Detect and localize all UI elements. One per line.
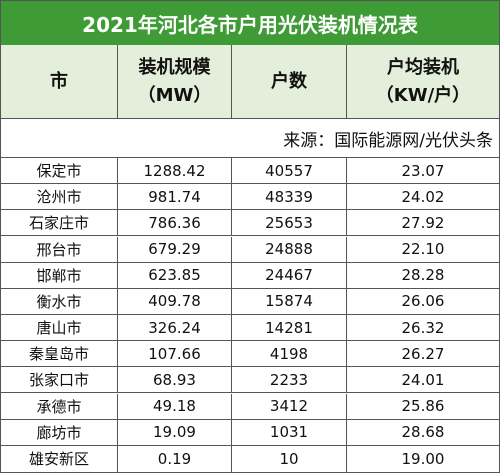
value-cell: 48339: [232, 184, 347, 211]
header-text: （KW/户）: [375, 84, 471, 106]
value-cell: 25653: [232, 210, 347, 237]
value-cell: 107.66: [118, 341, 232, 368]
header-text: 市: [50, 70, 68, 92]
header-text: 户数: [271, 70, 307, 92]
city-cell: 唐山市: [1, 315, 118, 342]
value-cell: 24467: [232, 262, 347, 289]
city-cell: 承德市: [1, 393, 118, 420]
value-cell: 623.85: [118, 262, 232, 289]
value-cell: 3412: [232, 393, 347, 420]
value-cell: 14281: [232, 315, 347, 342]
city-cell: 沧州市: [1, 184, 118, 211]
value-cell: 49.18: [118, 393, 232, 420]
city-cell: 衡水市: [1, 288, 118, 315]
value-cell: 0.19: [118, 445, 232, 472]
header-cell: 装机规模 （MW）: [118, 45, 232, 119]
value-cell: 19.09: [118, 419, 232, 446]
city-cell: 雄安新区: [1, 445, 118, 472]
city-cell: 石家庄市: [1, 210, 118, 237]
value-cell: 19.00: [401, 449, 445, 468]
value-cell: 24888: [232, 236, 347, 263]
value-cell: 26.32: [347, 315, 499, 342]
table-title: 2021年河北各市户用光伏装机情况表: [1, 1, 499, 46]
header-text: 装机规模: [138, 56, 211, 78]
city-cell: 张家口市: [1, 367, 118, 394]
source-note: 来源：国际能源网/光伏头条: [1, 119, 499, 158]
value-cell: 40557: [232, 158, 347, 185]
value-cell: 2233: [232, 367, 347, 394]
value-cell: 1031: [232, 419, 347, 446]
header-text: （MW）: [137, 84, 212, 106]
value-cell: 28.28: [347, 263, 499, 289]
value-cell: 786.36: [118, 210, 232, 237]
value-cell: 25.86: [347, 394, 499, 420]
city-cell: 邢台市: [1, 236, 118, 263]
header-cell: 市: [1, 45, 118, 119]
value-cell: 326.24: [118, 315, 232, 342]
header-cell: 户数: [232, 45, 347, 119]
header-text: 户均装机: [387, 56, 459, 78]
header-cell: 户均装机 （KW/户）: [347, 45, 499, 119]
value-cell: 1288.42: [118, 158, 232, 185]
city-cell: 保定市: [1, 158, 118, 185]
value-cell: 679.29: [118, 236, 232, 263]
value-cell: 24.02: [347, 184, 499, 211]
value-cell: 22.10: [347, 237, 499, 263]
value-cell: 24.01: [347, 367, 499, 394]
value-cell: 15874: [232, 288, 347, 315]
value-cell: 68.93: [118, 367, 232, 394]
city-cell: 廊坊市: [1, 419, 118, 446]
value-cell: 981.74: [118, 184, 232, 211]
value-cell: 26.06: [347, 289, 499, 315]
value-cell: 23.07: [347, 158, 499, 185]
value-cell: 27.92: [347, 210, 499, 237]
value-cell: 4198: [232, 341, 347, 368]
value-cell: 409.78: [118, 288, 232, 315]
city-cell: 秦皇岛市: [1, 341, 118, 368]
value-cell: 10: [232, 445, 347, 472]
value-cell: 26.27: [347, 341, 499, 368]
city-cell: 邯郸市: [1, 262, 118, 289]
value-cell: 28.68: [347, 420, 499, 446]
